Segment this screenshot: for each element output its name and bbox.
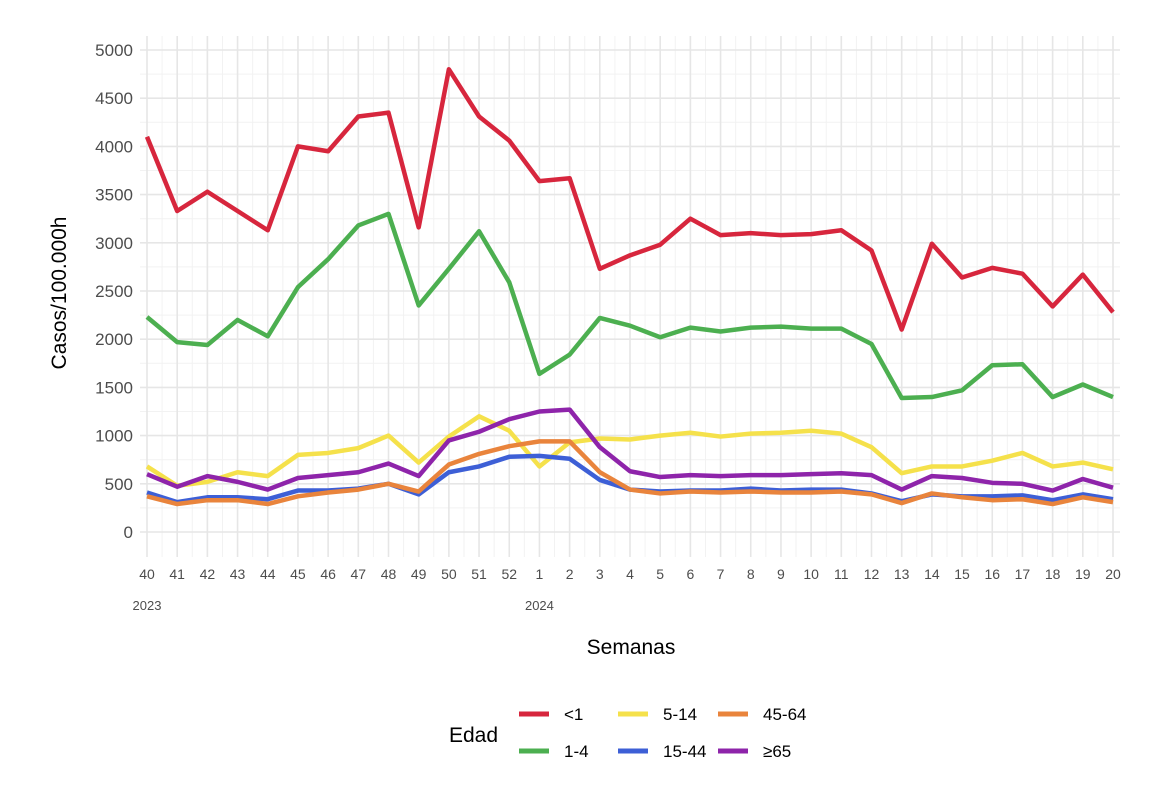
y-tick-labels: 0 500 1000 1500 2000 2500 3000 3500 4000 4500 5000: [95, 41, 133, 542]
y-tick-label: 2000: [95, 330, 133, 349]
series-line: [145, 211, 1114, 401]
legend-label: 1-4: [564, 742, 589, 761]
x-tick-label: 51: [471, 566, 487, 582]
y-tick-label: 5000: [95, 41, 133, 60]
legend: Edad <1 1-4 5-14 15-44 45-64 ≥65: [449, 705, 806, 761]
major-gridlines: [140, 36, 1120, 557]
x-tick-label: 50: [441, 566, 457, 582]
series-line: [145, 414, 1114, 488]
legend-label: 5-14: [663, 705, 697, 724]
x-tick-label: 13: [894, 566, 910, 582]
minor-gridlines: [140, 36, 1120, 557]
y-tick-label: 1000: [95, 427, 133, 446]
y-tick-label: 500: [105, 475, 133, 494]
x-tick-label: 45: [290, 566, 306, 582]
x-tick-label: 11: [834, 566, 849, 582]
x-tick-label: 6: [686, 566, 694, 582]
x-tick-label: 14: [924, 566, 940, 582]
x-tick-label: 19: [1075, 566, 1091, 582]
x-tick-label: 44: [260, 566, 276, 582]
y-tick-label: 3500: [95, 186, 133, 205]
x-tick-label: 17: [1015, 566, 1031, 582]
legend-label: 15-44: [663, 742, 706, 761]
x-tick-label: 3: [596, 566, 604, 582]
x-tick-label: 42: [200, 566, 216, 582]
x-tick-label: 5: [656, 566, 664, 582]
x-tick-label: 47: [351, 566, 367, 582]
x-tick-label: 49: [411, 566, 427, 582]
year-label: 2024: [525, 598, 554, 613]
x-tick-label: 8: [747, 566, 755, 582]
x-tick-label: 20: [1105, 566, 1121, 582]
y-tick-label: 0: [124, 523, 133, 542]
x-tick-label: 9: [777, 566, 785, 582]
legend-label: <1: [564, 705, 583, 724]
x-tick-label: 18: [1045, 566, 1061, 582]
legend-label: ≥65: [763, 742, 791, 761]
legend-title: Edad: [449, 724, 498, 747]
x-tick-label: 40: [139, 566, 155, 582]
x-tick-labels: 40 41 42 43 44 45 46 47 48 49 50 51 52 1 2 3 4 5 6 7 8 9 10 11 1…: [139, 566, 1121, 582]
x-tick-label: 4: [626, 566, 634, 582]
series-lines: [144, 67, 1115, 507]
series-line: [146, 407, 1114, 493]
x-tick-label: 52: [501, 566, 517, 582]
y-tick-label: 2500: [95, 282, 133, 301]
y-tick-label: 3000: [95, 234, 133, 253]
year-label: 2023: [133, 598, 162, 613]
x-tick-label: 15: [954, 566, 970, 582]
x-tick-label: 48: [381, 566, 397, 582]
series-line: [146, 439, 1114, 507]
series-line: [144, 67, 1115, 332]
y-tick-label: 4000: [95, 137, 133, 156]
y-tick-label: 4500: [95, 89, 133, 108]
x-tick-label: 16: [984, 566, 1000, 582]
x-tick-label: 41: [169, 566, 185, 582]
x-tick-label: 10: [803, 566, 819, 582]
x-tick-label: 1: [536, 566, 544, 582]
x-tick-label: 7: [717, 566, 725, 582]
year-labels: 2023 2024: [133, 598, 554, 613]
x-axis-title: Semanas: [587, 636, 676, 659]
x-tick-label: 12: [864, 566, 880, 582]
x-tick-label: 43: [230, 566, 246, 582]
x-tick-label: 46: [320, 566, 336, 582]
y-tick-label: 1500: [95, 378, 133, 397]
legend-label: 45-64: [763, 705, 806, 724]
y-axis-title: Casos/100.000h: [48, 217, 71, 370]
x-tick-label: 2: [566, 566, 574, 582]
